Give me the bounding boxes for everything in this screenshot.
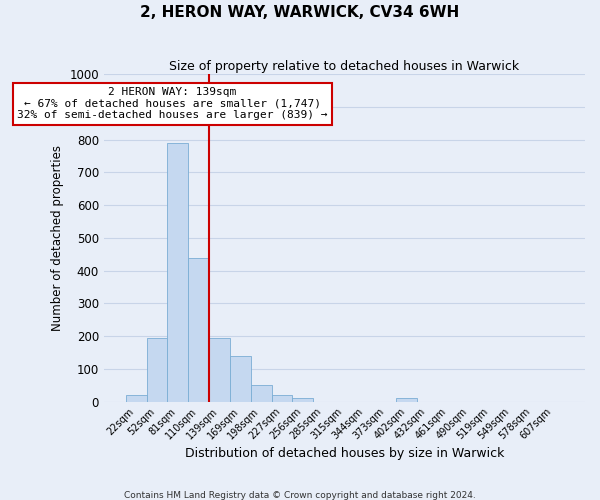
Bar <box>230 356 251 402</box>
Y-axis label: Number of detached properties: Number of detached properties <box>51 145 64 331</box>
Bar <box>272 395 292 402</box>
Text: 2, HERON WAY, WARWICK, CV34 6WH: 2, HERON WAY, WARWICK, CV34 6WH <box>140 5 460 20</box>
Bar <box>188 258 209 402</box>
Bar <box>146 338 167 402</box>
Bar <box>292 398 313 402</box>
Bar <box>397 398 418 402</box>
Bar <box>167 143 188 402</box>
Text: Contains HM Land Registry data © Crown copyright and database right 2024.: Contains HM Land Registry data © Crown c… <box>124 490 476 500</box>
Title: Size of property relative to detached houses in Warwick: Size of property relative to detached ho… <box>169 60 520 73</box>
Bar <box>125 395 146 402</box>
Bar <box>209 338 230 402</box>
Bar <box>251 385 272 402</box>
X-axis label: Distribution of detached houses by size in Warwick: Distribution of detached houses by size … <box>185 447 504 460</box>
Text: 2 HERON WAY: 139sqm
← 67% of detached houses are smaller (1,747)
32% of semi-det: 2 HERON WAY: 139sqm ← 67% of detached ho… <box>17 88 328 120</box>
